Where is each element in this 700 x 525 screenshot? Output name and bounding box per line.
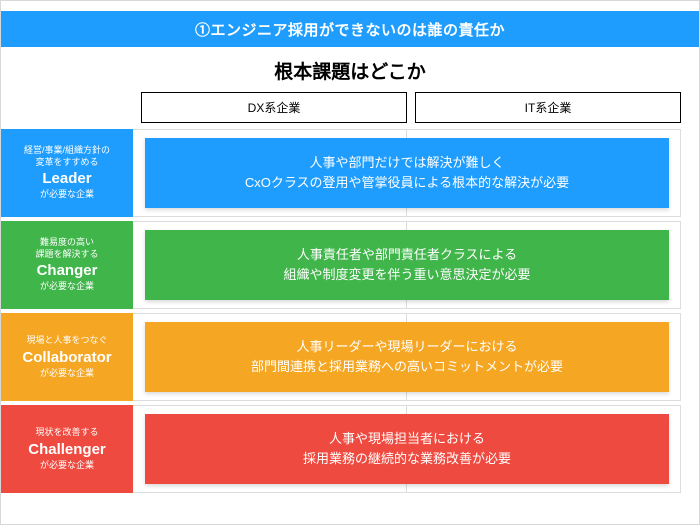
col-header-dx: DX系企業	[141, 92, 407, 123]
row-overlay: 人事リーダーや現場リーダーにおける部門間連携と採用業務への高いコミットメントが必…	[145, 322, 669, 392]
row-body: 事業や組織方針が定まらず経営人材も不足、エンジニアどころか職能者も多く社員が純増…	[133, 129, 681, 217]
overlay-line2: CxOクラスの登用や管掌役員による根本的な解決が必要	[245, 173, 569, 193]
overlay-line2: 採用業務の継続的な業務改善が必要	[303, 449, 511, 469]
row-body: 現場は採用に関わったことがなく、本務で忙しく常時の面談日程確保に作成するエンジニ…	[133, 313, 681, 401]
row-label: 現場と人事をつなぐ Collaborator が必要な企業	[1, 313, 133, 401]
row-overlay: 人事や現場担当者における採用業務の継続的な業務改善が必要	[145, 414, 669, 484]
row-label-role: Challenger	[28, 441, 106, 458]
row-label: 難易度の高い課題を解決する Changer が必要な企業	[1, 221, 133, 309]
row-label: 経営/事業/組織方針の変革をすすめる Leader が必要な企業	[1, 129, 133, 217]
row-label-subtop: 現場と人事をつなぐ	[26, 335, 107, 347]
title-banner: ①エンジニア採用ができないのは誰の責任か	[1, 11, 699, 47]
matrix-row: 難易度の高い課題を解決する Changer が必要な企業 エンジニアの評価制度が総合職…	[1, 221, 699, 309]
row-label-subbottom: が必要な企業	[40, 460, 94, 472]
overlay-line1: 人事責任者や部門責任者クラスによる	[297, 245, 517, 265]
matrix-row: 経営/事業/組織方針の変革をすすめる Leader が必要な企業 事業や組織方針が定ま…	[1, 129, 699, 217]
row-label-subbottom: が必要な企業	[40, 281, 94, 293]
row-label-subtop: 現状を改善する	[35, 427, 98, 439]
overlay-line1: 人事や現場担当者における	[329, 429, 485, 449]
overlay-line2: 部門間連携と採用業務への高いコミットメントが必要	[251, 357, 563, 377]
overlay-line1: 人事や部門だけでは解決が難しく	[309, 153, 504, 173]
column-headers: DX系企業 IT系企業	[1, 92, 699, 123]
row-label-subbottom: が必要な企業	[40, 189, 94, 201]
row-label-role: Collaborator	[22, 349, 111, 366]
banner-text: ①エンジニア採用ができないのは誰の責任か	[195, 19, 505, 40]
row-body: 採用業務と同程度給与業務も担っている人事あるときに採用業務が後回しになるエンジニ…	[133, 405, 681, 493]
col-header-it: IT系企業	[415, 92, 681, 123]
matrix-row: 現場と人事をつなぐ Collaborator が必要な企業 現場は採用に関わったことが…	[1, 313, 699, 401]
row-overlay: 人事や部門だけでは解決が難しくCxOクラスの登用や管掌役員による根本的な解決が必…	[145, 138, 669, 208]
row-label-subtop: 経営/事業/組織方針の変革をすすめる	[24, 145, 110, 168]
overlay-line1: 人事リーダーや現場リーダーにおける	[296, 337, 517, 357]
row-overlay: 人事責任者や部門責任者クラスによる組織や制度変更を伴う重い意思決定が必要	[145, 230, 669, 300]
row-label-subbottom: が必要な企業	[40, 368, 94, 380]
slide-frame: ①エンジニア採用ができないのは誰の責任か 根本課題はどこか DX系企業 IT系企…	[0, 0, 700, 525]
row-label: 現状を改善する Challenger が必要な企業	[1, 405, 133, 493]
matrix-rows: 経営/事業/組織方針の変革をすすめる Leader が必要な企業 事業や組織方針が定ま…	[1, 129, 699, 493]
headline: 根本課題はどこか	[1, 57, 699, 84]
row-label-role: Changer	[37, 262, 98, 279]
row-label-subtop: 難易度の高い課題を解決する	[35, 237, 98, 260]
row-label-role: Leader	[42, 170, 91, 187]
overlay-line2: 組織や制度変更を伴う重い意思決定が必要	[283, 265, 530, 285]
row-body: エンジニアの評価制度が総合職準拠で合わない、マネジメントキャリアしかないエンジニ…	[133, 221, 681, 309]
matrix-row: 現状を改善する Challenger が必要な企業 採用業務と同程度給与業務も担ってい…	[1, 405, 699, 493]
